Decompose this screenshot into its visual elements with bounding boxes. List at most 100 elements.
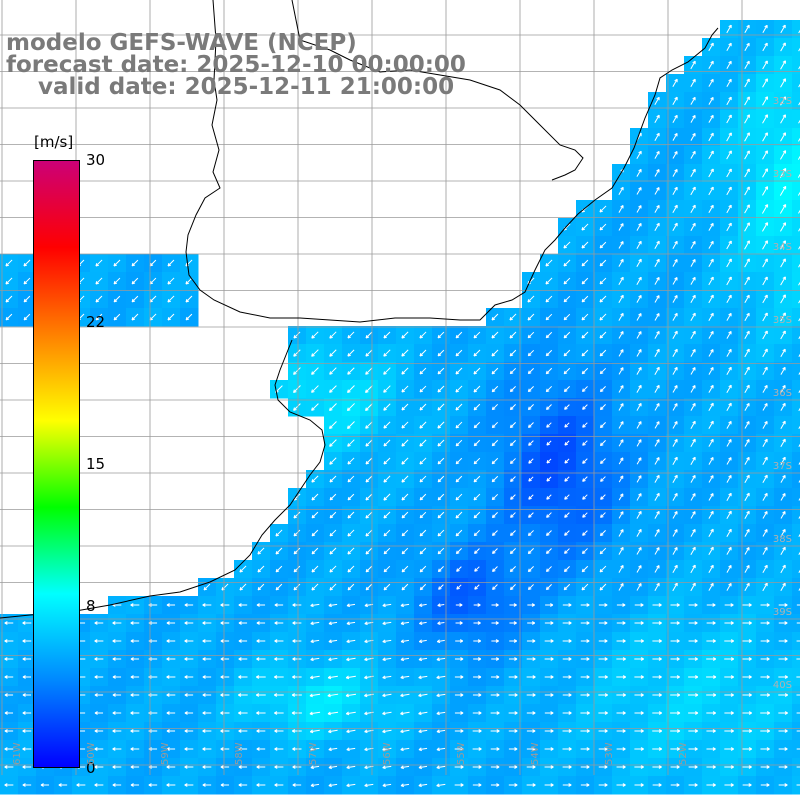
wind-arrow: [347, 457, 355, 465]
wind-arrow-head: [730, 603, 734, 606]
wind-arrow: [328, 603, 338, 607]
wind-arrow: [798, 245, 800, 250]
wind-arrow-head: [622, 603, 626, 606]
wind-arrow-head: [473, 372, 477, 375]
wind-arrow-head: [582, 497, 586, 500]
wind-arrow: [762, 529, 768, 537]
wind-arrow: [418, 711, 428, 715]
wind-arrow-head: [5, 318, 10, 321]
wind-arrow-head: [599, 318, 603, 321]
wind-arrow: [690, 168, 696, 178]
wind-arrow-head: [347, 570, 352, 573]
wind-cell: [792, 650, 800, 669]
wind-arrow: [744, 348, 750, 358]
wind-arrow-head: [710, 510, 714, 514]
wind-arrow-head: [496, 765, 500, 768]
wind-cell: [792, 722, 800, 741]
wind-arrow-head: [455, 498, 460, 501]
wind-arrow: [347, 331, 355, 339]
wind-arrow-head: [692, 150, 696, 154]
wind-arrow-head: [674, 132, 678, 136]
wind-arrow-head: [329, 336, 333, 339]
wind-arrow-head: [620, 367, 624, 370]
wind-arrow-head: [564, 443, 568, 446]
wind-arrow: [636, 223, 642, 231]
wind-arrow-head: [531, 621, 536, 624]
wind-arrow: [780, 385, 786, 393]
wind-arrow-head: [473, 354, 477, 357]
wind-arrow: [400, 621, 410, 625]
longitude-label: 58W: [234, 742, 245, 765]
wind-arrow: [545, 277, 553, 285]
wind-arrow-head: [782, 222, 786, 225]
wind-arrow-head: [710, 457, 714, 460]
wind-arrow-head: [782, 420, 786, 424]
wind-arrow-head: [710, 78, 714, 82]
wind-arrow-head: [238, 730, 242, 733]
wind-arrow: [654, 187, 660, 195]
wind-arrow-head: [640, 657, 644, 660]
wind-arrow-head: [329, 354, 333, 357]
wind-arrow-head: [166, 784, 170, 787]
wind-arrow-head: [764, 384, 768, 388]
wind-arrow: [491, 331, 499, 339]
wind-arrow-head: [327, 695, 331, 698]
coastline-north: [291, 0, 584, 181]
wind-arrow-head: [638, 402, 642, 406]
wind-arrow-head: [746, 114, 750, 117]
wind-arrow-head: [528, 497, 532, 500]
wind-arrow: [581, 583, 589, 591]
wind-arrow-head: [95, 300, 100, 303]
wind-arrow: [419, 421, 427, 429]
wind-arrow-head: [364, 695, 368, 698]
wind-arrow-head: [728, 294, 732, 298]
wind-arrow-head: [604, 747, 608, 750]
wind-arrow-head: [638, 205, 642, 208]
wind-arrow: [293, 349, 301, 357]
wind-arrow-head: [347, 552, 351, 555]
wind-arrow-head: [638, 493, 642, 496]
wind-arrow: [618, 331, 624, 339]
wind-arrow: [328, 747, 338, 751]
wind-arrow-head: [532, 729, 536, 732]
wind-arrow-head: [748, 711, 752, 714]
wind-arrow-head: [622, 657, 626, 660]
wind-arrow-head: [347, 516, 352, 519]
wind-arrow: [401, 475, 409, 483]
wind-arrow: [185, 313, 193, 321]
wind-arrow-head: [710, 96, 714, 100]
wind-arrow-head: [401, 408, 405, 411]
wind-arrow: [455, 385, 463, 393]
wind-arrow-head: [764, 564, 768, 568]
wind-arrow: [382, 783, 392, 787]
wind-arrow-head: [460, 711, 464, 714]
wind-arrow-head: [746, 330, 750, 334]
wind-arrow-head: [730, 711, 734, 714]
wind-arrow-head: [694, 621, 698, 624]
wind-arrow-head: [746, 222, 750, 225]
wind-arrow-head: [364, 623, 368, 626]
wind-arrow-head: [782, 294, 786, 297]
wind-arrow-head: [400, 659, 404, 662]
wind-arrow-head: [220, 676, 224, 679]
wind-arrow: [690, 294, 696, 304]
wind-arrow-head: [766, 639, 770, 642]
wind-arrow: [456, 566, 462, 572]
wind-arrow-head: [710, 240, 714, 244]
wind-arrow-head: [419, 641, 423, 644]
wind-arrow-head: [510, 462, 514, 465]
wind-arrow: [546, 404, 552, 410]
wind-arrow-head: [728, 384, 732, 388]
wind-arrow-head: [166, 730, 170, 733]
wind-arrow-head: [728, 312, 732, 316]
wind-arrow-head: [782, 258, 786, 261]
wind-arrow: [762, 582, 768, 592]
wind-arrow: [346, 729, 356, 733]
wind-arrow-head: [347, 534, 351, 537]
wind-cell: [792, 488, 800, 507]
wind-arrow: [690, 547, 696, 555]
wind-arrow: [419, 511, 427, 519]
wind-arrow: [383, 583, 391, 591]
wind-arrow: [618, 294, 624, 304]
wind-arrow: [672, 151, 678, 159]
